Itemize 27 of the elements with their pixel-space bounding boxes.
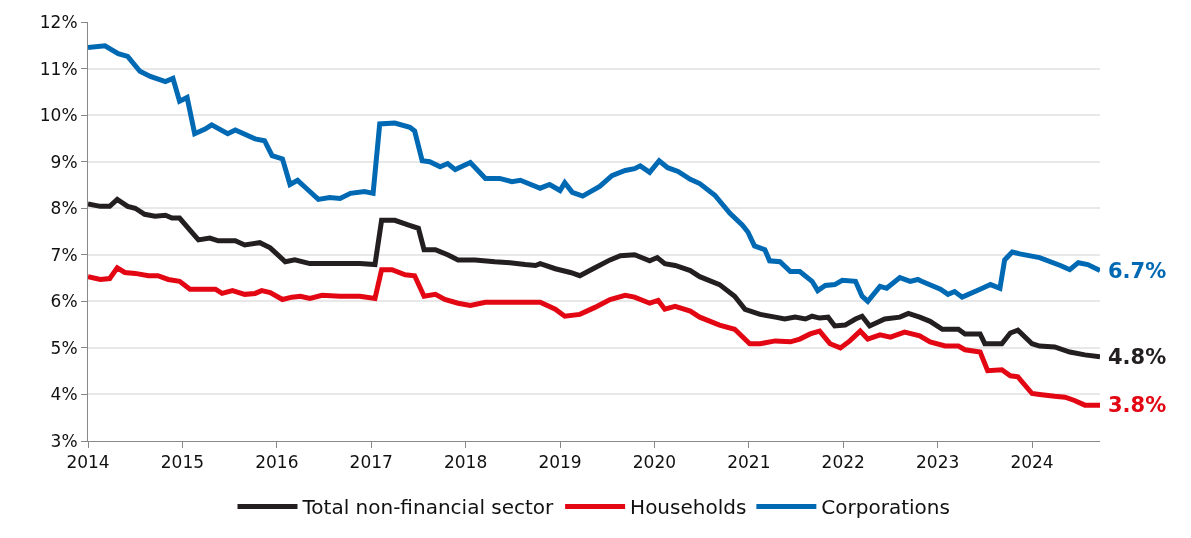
x-tick-label: 2014 [66, 452, 110, 473]
y-tick-label: 5% [50, 337, 78, 358]
y-tick-label: 6% [50, 291, 78, 312]
y-tick-label: 10% [39, 105, 78, 126]
x-tick-label: 2021 [727, 452, 771, 473]
x-tick-label: 2019 [538, 452, 582, 473]
y-tick-label: 9% [50, 151, 78, 172]
y-tick-label: 7% [50, 244, 78, 265]
x-tick-label: 2015 [160, 452, 205, 473]
y-tick-label: 12% [39, 11, 78, 32]
y-tick-label: 4% [50, 384, 78, 405]
y-tick-label: 8% [50, 198, 78, 219]
x-tick-label: 2024 [1010, 452, 1054, 473]
x-tick-label: 2017 [349, 452, 393, 473]
y-tick-label: 3% [50, 430, 78, 451]
x-tick-label: 2022 [821, 452, 865, 473]
x-tick-label: 2023 [916, 452, 960, 473]
text: 6.7% [1108, 259, 1167, 283]
y-tick-label: 11% [39, 58, 78, 79]
text: 3.8% [1108, 393, 1167, 417]
text: 4.8% [1108, 345, 1167, 369]
legend-label: Corporations [821, 495, 950, 520]
x-tick-label: 2020 [632, 452, 677, 473]
legend-label: Total non-financial sector [301, 495, 555, 520]
legend-label: Households [630, 495, 747, 520]
x-tick-label: 2018 [443, 452, 488, 473]
x-tick-label: 2016 [255, 452, 299, 473]
